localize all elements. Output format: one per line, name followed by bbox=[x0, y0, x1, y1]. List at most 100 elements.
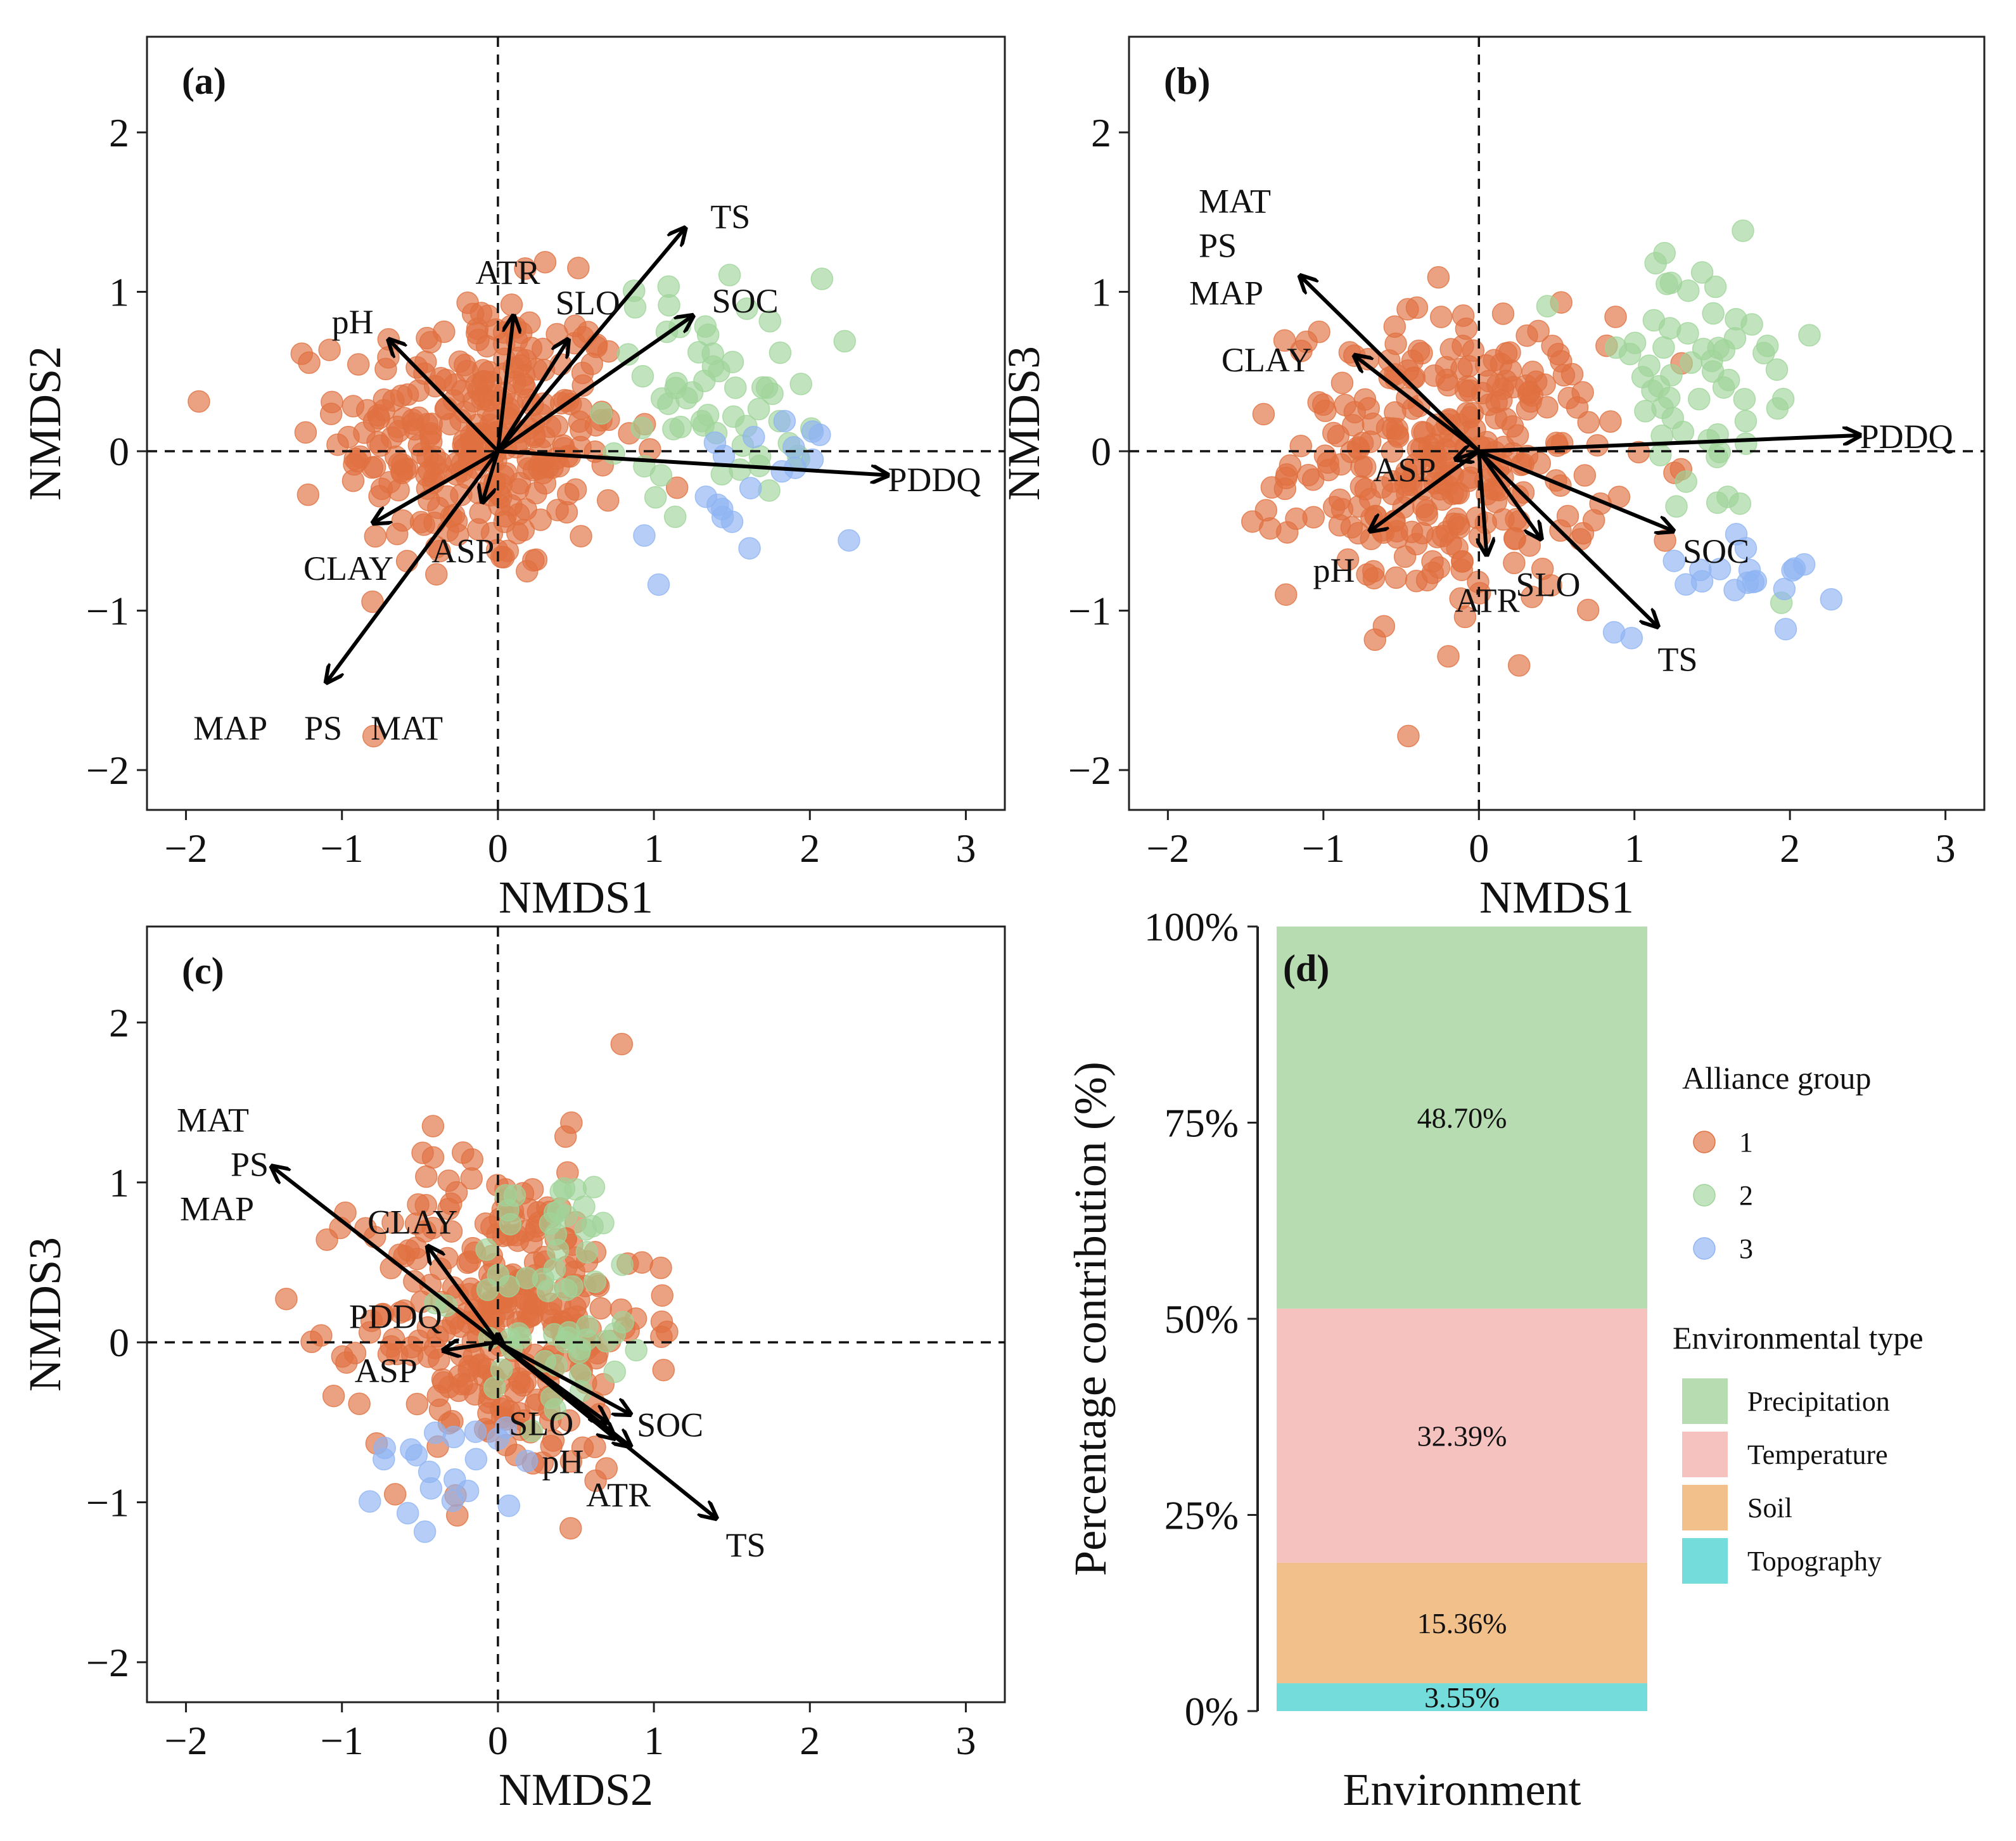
data-point-group-1 bbox=[391, 509, 414, 532]
legend-label: 1 bbox=[1739, 1127, 1753, 1158]
data-point-group-1 bbox=[343, 447, 366, 470]
y-tick-label: −1 bbox=[86, 589, 129, 634]
data-point-group-2 bbox=[1734, 409, 1758, 433]
data-point-group-1 bbox=[1451, 335, 1474, 357]
data-point-group-3 bbox=[442, 1425, 466, 1449]
data-point-group-1 bbox=[1429, 305, 1453, 328]
data-point-group-1 bbox=[374, 357, 397, 381]
vector-label-pddq: PDDQ bbox=[1860, 418, 1953, 456]
data-point-group-1 bbox=[1384, 566, 1408, 589]
vector-arrow-slo bbox=[1477, 450, 1541, 539]
data-point-group-2 bbox=[497, 1198, 520, 1222]
x-tick-label: 1 bbox=[644, 1718, 664, 1763]
legend-marker-group-3 bbox=[1693, 1237, 1716, 1260]
data-point-group-1 bbox=[415, 1165, 438, 1188]
data-point-group-1 bbox=[1393, 545, 1417, 568]
data-point-group-2 bbox=[584, 1270, 606, 1293]
data-point-group-1 bbox=[341, 469, 365, 492]
data-point-group-1 bbox=[403, 1270, 426, 1293]
vector-label-atr: ATR bbox=[586, 1476, 651, 1514]
bar-value-label: 3.55% bbox=[1424, 1681, 1500, 1714]
data-point-group-1 bbox=[1599, 410, 1622, 433]
data-point-group-3 bbox=[359, 1490, 381, 1513]
data-point-group-2 bbox=[1712, 376, 1735, 399]
data-point-group-2 bbox=[1706, 491, 1729, 514]
data-point-group-3 bbox=[413, 1520, 437, 1543]
data-point-group-1 bbox=[1407, 339, 1431, 362]
data-point-group-3 bbox=[419, 1477, 443, 1500]
data-point-group-1 bbox=[1362, 560, 1385, 583]
data-point-group-2 bbox=[724, 376, 747, 399]
data-point-group-2 bbox=[475, 1238, 498, 1261]
vector-label-asp: ASP bbox=[1373, 451, 1436, 489]
data-point-group-1 bbox=[500, 293, 523, 316]
panel-a: TS SOC ATR SLO pH PDDQ CLAY ASP MAP PS MAT −2 −1 0 1 2 3… bbox=[20, 35, 1006, 923]
vector-label-clay: CLAY bbox=[1222, 341, 1311, 379]
data-point-group-1 bbox=[514, 498, 537, 521]
data-point-group-1 bbox=[420, 430, 443, 453]
data-point-group-2 bbox=[718, 264, 741, 286]
data-point-group-1 bbox=[440, 1220, 463, 1243]
vector-label-pddq: PDDQ bbox=[888, 461, 981, 499]
data-point-group-1 bbox=[1506, 424, 1529, 447]
data-point-group-1 bbox=[665, 476, 689, 499]
data-point-group-1 bbox=[651, 1284, 674, 1307]
data-point-group-1 bbox=[1491, 302, 1515, 325]
data-point-group-2 bbox=[736, 297, 758, 320]
vector-label-ts: TS bbox=[1658, 641, 1698, 679]
y-tick-label: 75% bbox=[1164, 1101, 1239, 1146]
data-point-group-3 bbox=[497, 1494, 521, 1517]
x-tick-label: 3 bbox=[955, 826, 976, 871]
data-point-group-1 bbox=[560, 1111, 583, 1134]
data-point-group-3 bbox=[773, 409, 796, 433]
vector-arrow-pddq bbox=[1479, 435, 1860, 454]
vector-label-slo: SLO bbox=[1515, 565, 1580, 603]
data-point-group-1 bbox=[567, 257, 590, 279]
panel-d: 3.55% 15.36% 32.39% 48.70% 0% 25% 50% 75% 100% En… bbox=[1065, 904, 1647, 1815]
data-point-group-1 bbox=[656, 1320, 679, 1344]
vector-label-asp: ASP bbox=[355, 1352, 418, 1390]
data-point-group-1 bbox=[1524, 370, 1548, 394]
x-tick-label: −2 bbox=[164, 826, 207, 871]
data-point-group-2 bbox=[595, 1330, 618, 1353]
data-point-group-2 bbox=[603, 1360, 627, 1383]
data-point-group-2 bbox=[611, 1253, 634, 1276]
data-point-group-2 bbox=[483, 1376, 506, 1399]
data-point-group-2 bbox=[693, 369, 716, 392]
data-point-group-1 bbox=[435, 368, 457, 392]
data-point-group-1 bbox=[188, 390, 210, 413]
data-point-group-1 bbox=[1396, 298, 1419, 321]
data-point-group-1 bbox=[419, 331, 442, 354]
vector-arrow-clay bbox=[428, 1247, 500, 1344]
data-point-group-1 bbox=[1423, 364, 1446, 387]
vector-arrow-ts bbox=[1477, 449, 1657, 627]
data-point-group-2 bbox=[544, 1398, 566, 1421]
x-axis-title: NMDS1 bbox=[499, 872, 653, 923]
vector-label-map: MAP bbox=[180, 1190, 254, 1228]
y-tick-label: 50% bbox=[1164, 1297, 1239, 1342]
data-point-group-1 bbox=[460, 1167, 483, 1190]
vector-arrow-map bbox=[326, 450, 500, 683]
data-point-group-1 bbox=[1350, 455, 1373, 478]
data-point-group-1 bbox=[1451, 550, 1474, 573]
x-tick-label: −1 bbox=[321, 1718, 364, 1763]
y-tick-label: 1 bbox=[1091, 269, 1111, 314]
legend-swatch-soil bbox=[1682, 1485, 1728, 1530]
data-point-group-1 bbox=[1383, 315, 1407, 338]
data-point-group-1 bbox=[1421, 550, 1444, 573]
data-point-group-3 bbox=[743, 425, 765, 449]
data-point-group-1 bbox=[425, 563, 448, 586]
vector-arrow-ts bbox=[496, 228, 685, 452]
data-point-group-1 bbox=[390, 461, 414, 485]
data-point-group-1 bbox=[571, 1436, 594, 1459]
data-point-group-1 bbox=[390, 384, 413, 407]
vector-label-mat: MAT bbox=[371, 709, 443, 747]
data-point-group-1 bbox=[1521, 586, 1543, 608]
data-point-group-1 bbox=[1540, 574, 1562, 597]
data-point-group-3 bbox=[1689, 558, 1712, 582]
data-point-group-1 bbox=[520, 1304, 543, 1327]
data-point-group-2 bbox=[1752, 342, 1775, 364]
legend-label: Topography bbox=[1747, 1546, 1882, 1577]
data-point-group-3 bbox=[1774, 617, 1797, 641]
